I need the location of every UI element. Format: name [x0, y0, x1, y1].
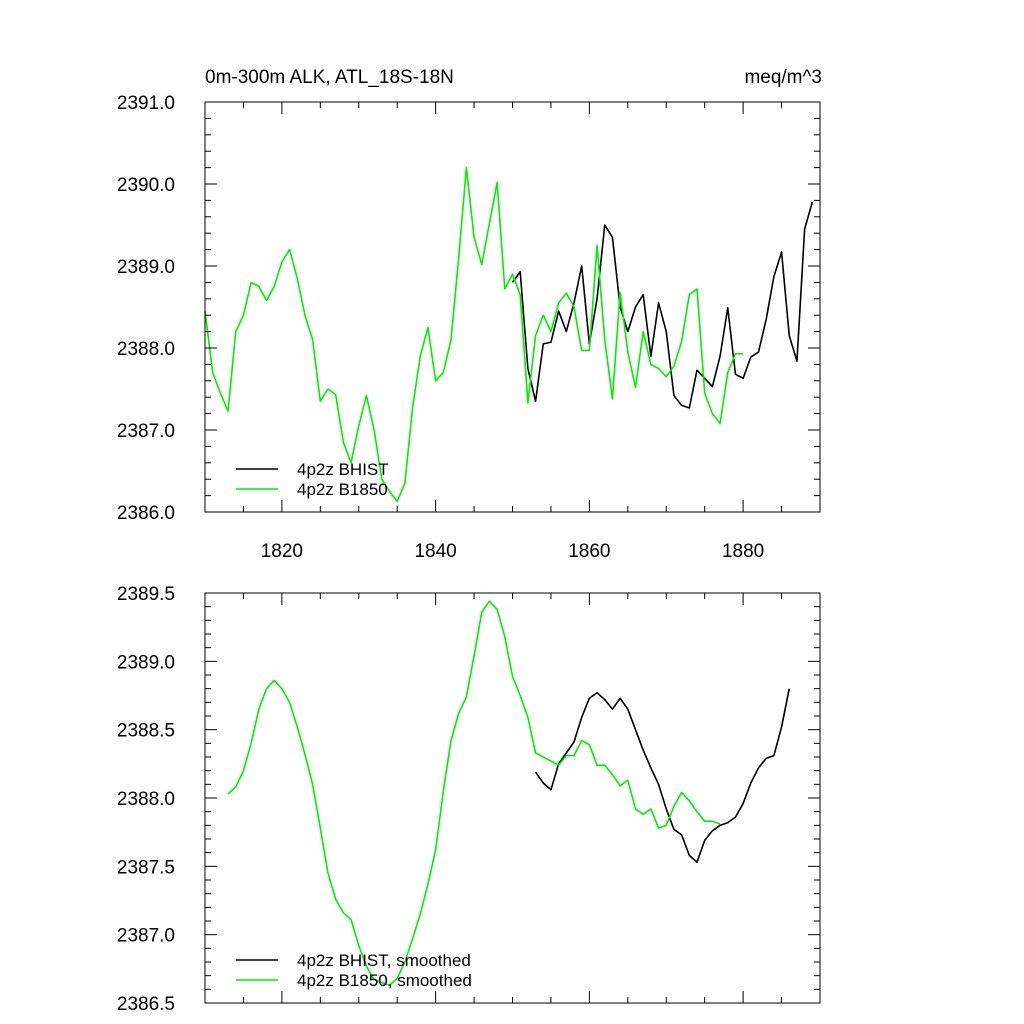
top-x-tick-label: 1820 [261, 541, 303, 562]
top-panel-plot-frame [204, 101, 821, 513]
top-series-line-b1850 [204, 166, 744, 503]
bottom-panel: 2386.5 2387.0 2387.5 2388.0 2388.5 2389.0 2389… [117, 584, 821, 1015]
bottom-legend-label: 4p2z BHIST, smoothed [297, 951, 471, 970]
top-x-tick-label: 1880 [722, 541, 764, 562]
top-y-tick-label: 2391.0 [117, 93, 175, 114]
bottom-y-tick-label: 2389.0 [117, 652, 175, 673]
top-panel-units: meq/m^3 [744, 67, 822, 88]
top-legend-label: 4p2z B1850 [297, 480, 388, 499]
top-y-tick-label: 2390.0 [117, 175, 175, 196]
top-legend-label: 4p2z BHIST [297, 460, 389, 479]
top-series-line-bhist [511, 201, 814, 409]
top-y-tick-label: 2388.0 [117, 339, 175, 360]
bottom-y-tick-label: 2389.5 [117, 584, 175, 605]
bottom-y-tick-label: 2387.5 [117, 857, 175, 878]
bottom-y-tick-label: 2387.0 [117, 926, 175, 947]
top-y-tick-label: 2389.0 [117, 257, 175, 278]
top-x-tick-label: 1840 [414, 541, 456, 562]
top-panel: 0m-300m ALK, ATL_18S-18N meq/m^3 1820 184… [117, 67, 822, 562]
top-y-tick-label: 2386.0 [117, 503, 175, 524]
bottom-series-line-b1850 [227, 600, 721, 987]
bottom-y-tick-label: 2388.0 [117, 789, 175, 810]
bottom-panel-plot-frame [204, 592, 821, 1004]
bottom-y-tick-label: 2388.5 [117, 721, 175, 742]
top-y-tick-label: 2387.0 [117, 421, 175, 442]
bottom-series-line-bhist [534, 688, 791, 864]
top-x-tick-label: 1860 [568, 541, 610, 562]
bottom-legend-label: 4p2z B1850, smoothed [297, 971, 472, 990]
bottom-y-tick-label: 2386.5 [117, 994, 175, 1015]
top-panel-title: 0m-300m ALK, ATL_18S-18N [205, 67, 454, 88]
